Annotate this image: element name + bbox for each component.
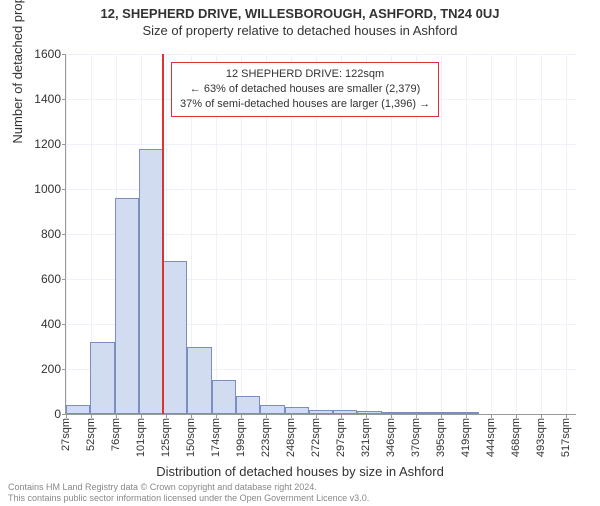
info-box-line2: ← 63% of detached houses are smaller (2,… — [180, 82, 430, 97]
info-box-line3: 37% of semi-detached houses are larger (… — [180, 97, 430, 112]
ytick-label: 1200 — [21, 137, 61, 151]
ytick-label: 600 — [21, 272, 61, 286]
gridline-v — [541, 54, 542, 414]
gridline-v — [566, 54, 567, 414]
xtick-label: 468sqm — [510, 418, 522, 457]
histogram-bar — [382, 412, 406, 414]
xtick-label: 321sqm — [360, 418, 372, 457]
footer-line1: Contains HM Land Registry data © Crown c… — [8, 482, 369, 493]
ytick-label: 800 — [21, 227, 61, 241]
histogram-bar — [115, 198, 139, 414]
xtick-label: 27sqm — [60, 418, 72, 451]
xtick-label: 150sqm — [185, 418, 197, 457]
gridline-h — [66, 144, 576, 145]
histogram-bar — [260, 405, 284, 414]
xtick-label: 199sqm — [235, 418, 247, 457]
xtick-label: 174sqm — [210, 418, 222, 457]
subject-marker-line — [162, 54, 164, 414]
xtick-label: 517sqm — [560, 418, 572, 457]
xtick-label: 419sqm — [460, 418, 472, 457]
gridline-v — [466, 54, 467, 414]
histogram-bar — [163, 261, 187, 414]
page-subtitle: Size of property relative to detached ho… — [0, 23, 600, 38]
ytick-label: 1600 — [21, 47, 61, 61]
histogram-bar — [90, 342, 114, 414]
xtick-label: 52sqm — [85, 418, 97, 451]
ytick-label: 0 — [21, 407, 61, 421]
ytick-label: 200 — [21, 362, 61, 376]
xtick-label: 223sqm — [260, 418, 272, 457]
footer-attribution: Contains HM Land Registry data © Crown c… — [8, 482, 369, 504]
histogram-bar — [357, 411, 381, 414]
xtick-label: 125sqm — [160, 418, 172, 457]
gridline-h — [66, 54, 576, 55]
histogram-bar — [187, 347, 211, 415]
ytick-label: 1400 — [21, 92, 61, 106]
gridline-v — [491, 54, 492, 414]
xtick-label: 346sqm — [385, 418, 397, 457]
gridline-v — [66, 54, 67, 414]
histogram-bar — [139, 149, 163, 415]
xtick-label: 395sqm — [435, 418, 447, 457]
xtick-label: 444sqm — [485, 418, 497, 457]
histogram-bar — [309, 410, 333, 415]
histogram-bar — [406, 412, 430, 414]
histogram-bar — [333, 410, 357, 415]
xtick-label: 248sqm — [285, 418, 297, 457]
x-axis-label: Distribution of detached houses by size … — [0, 464, 600, 479]
xtick-label: 101sqm — [135, 418, 147, 457]
histogram-chart: 0200400600800100012001400160027sqm52sqm7… — [65, 54, 575, 414]
footer-line2: This contains public sector information … — [8, 493, 369, 504]
info-box: 12 SHEPHERD DRIVE: 122sqm← 63% of detach… — [171, 62, 439, 117]
histogram-bar — [430, 412, 454, 414]
plot-area: 0200400600800100012001400160027sqm52sqm7… — [65, 54, 576, 415]
y-axis-label: Number of detached properties — [10, 0, 25, 234]
ytick-label: 1000 — [21, 182, 61, 196]
info-box-line1: 12 SHEPHERD DRIVE: 122sqm — [180, 67, 430, 82]
xtick-label: 272sqm — [310, 418, 322, 457]
xtick-label: 297sqm — [335, 418, 347, 457]
page-title-address: 12, SHEPHERD DRIVE, WILLESBOROUGH, ASHFO… — [0, 6, 600, 21]
xtick-label: 76sqm — [110, 418, 122, 451]
histogram-bar — [455, 412, 479, 414]
gridline-v — [516, 54, 517, 414]
xtick-label: 493sqm — [535, 418, 547, 457]
ytick-label: 400 — [21, 317, 61, 331]
xtick-label: 370sqm — [410, 418, 422, 457]
histogram-bar — [236, 396, 260, 414]
histogram-bar — [212, 380, 236, 414]
gridline-v — [441, 54, 442, 414]
histogram-bar — [285, 407, 309, 414]
histogram-bar — [66, 405, 90, 414]
